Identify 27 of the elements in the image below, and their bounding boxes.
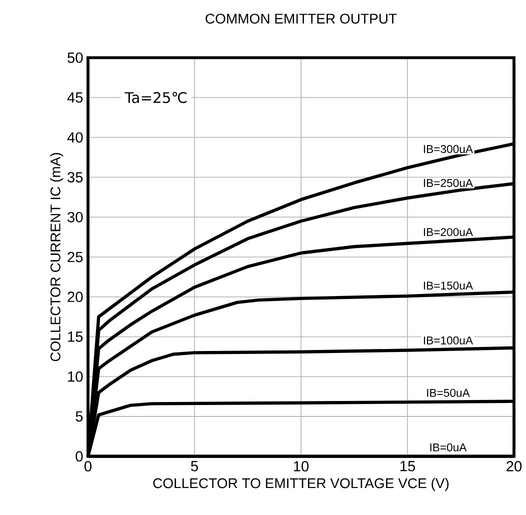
x-axis-title: COLLECTOR TO EMITTER VOLTAGE VCE (V) xyxy=(153,478,449,491)
y-tick-label: 30 xyxy=(68,212,83,222)
y-tick-label: 20 xyxy=(68,292,83,302)
series-label: IB=50uA xyxy=(427,388,470,397)
series-label: IB=150uA xyxy=(424,282,473,290)
x-tick-label: 5 xyxy=(191,461,198,472)
y-tick-label: 5 xyxy=(76,411,83,422)
y-tick-label: 45 xyxy=(67,92,83,103)
y-tick-label: 10 xyxy=(68,371,83,382)
y-tick-label: 25 xyxy=(68,252,83,262)
series-label: IB=100uA xyxy=(424,336,473,344)
y-axis-title: COLLECTOR CURRENT IC (mA) xyxy=(50,153,64,362)
series-label: IB=250uA xyxy=(424,178,473,187)
series-label: IB=0uA xyxy=(430,443,467,452)
y-tick-label: 40 xyxy=(67,132,83,143)
x-tick-label: 0 xyxy=(84,461,92,472)
annotation: Ta=25℃ xyxy=(124,92,187,104)
chart-title: COMMON EMITTER OUTPUT xyxy=(206,14,397,24)
y-tick-label: 35 xyxy=(68,172,83,182)
x-tick-label: 20 xyxy=(506,461,522,472)
series-label: IB=200uA xyxy=(424,228,473,236)
y-tick-label: 0 xyxy=(76,451,83,462)
x-tick-label: 10 xyxy=(294,461,309,472)
y-tick-label: 15 xyxy=(68,332,83,342)
y-tick-label: 50 xyxy=(68,52,83,63)
series-label: IB=300uA xyxy=(424,145,473,154)
x-tick-label: 15 xyxy=(400,461,416,472)
